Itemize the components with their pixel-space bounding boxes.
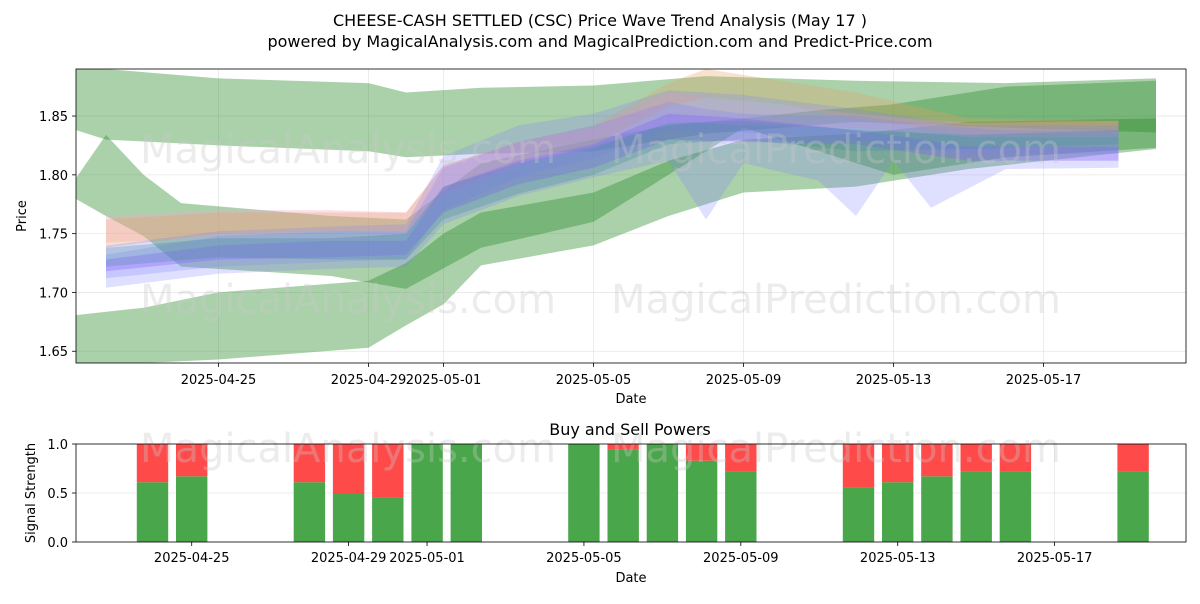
signal-x-tick-label: 2025-04-29 xyxy=(311,551,387,566)
signal-y-ticks: 0.0 0.5 1.0 xyxy=(47,438,76,551)
price-y-tick-label: 1.80 xyxy=(39,169,68,184)
buy-bar xyxy=(372,497,404,542)
buy-bar xyxy=(136,482,169,542)
price-x-tick-label: 2025-05-13 xyxy=(856,373,932,388)
watermark-right-lower: MagicalPrediction.com xyxy=(611,277,1061,323)
price-y-tick-label: 1.85 xyxy=(39,110,68,125)
signal-x-ticks: 2025-04-25 2025-04-29 2025-05-01 2025-05-05… xyxy=(154,542,1092,566)
signal-bars xyxy=(136,444,1149,542)
buy-bar xyxy=(411,444,443,542)
signal-y-tick-label: 0.5 xyxy=(47,487,68,502)
band-purple xyxy=(106,113,1119,272)
price-x-tick-label: 2025-04-29 xyxy=(331,373,407,388)
buy-bar xyxy=(1117,471,1149,542)
sell-bar xyxy=(607,444,639,450)
band-blue-2 xyxy=(106,90,1119,279)
sell-bar xyxy=(136,444,169,483)
sell-bar xyxy=(293,444,326,483)
band-orange xyxy=(106,69,1119,248)
signal-title: Buy and Sell Powers xyxy=(549,420,711,439)
price-x-tick-label: 2025-05-01 xyxy=(406,373,482,388)
band-pink xyxy=(106,92,1119,243)
sell-bar xyxy=(176,444,208,477)
signal-y-label: Signal Strength xyxy=(24,443,39,543)
buy-bar xyxy=(960,471,992,542)
price-y-label: Price xyxy=(15,200,30,232)
signal-x-tick-label: 2025-05-17 xyxy=(1017,551,1093,566)
sell-bar xyxy=(1117,444,1149,472)
signal-y-tick-label: 0.0 xyxy=(47,536,68,551)
price-grid xyxy=(76,69,1186,363)
sell-bar xyxy=(685,444,718,461)
buy-bar xyxy=(999,471,1032,542)
signal-x-tick-label: 2025-05-13 xyxy=(860,551,936,566)
watermark-left: MagicalAnalysis.com xyxy=(140,127,556,173)
price-x-tick-label: 2025-05-17 xyxy=(1006,373,1082,388)
buy-bar xyxy=(921,476,953,542)
sell-bar xyxy=(842,444,875,488)
sell-bar xyxy=(999,444,1032,472)
buy-bar xyxy=(685,460,718,542)
signal-watermark-left: MagicalAnalysis.com xyxy=(140,426,556,472)
price-panel: MagicalAnalysis.com MagicalPrediction.co… xyxy=(15,68,1187,407)
watermark-right: MagicalPrediction.com xyxy=(611,127,1061,173)
buy-bar xyxy=(882,482,914,542)
sell-bar xyxy=(725,444,757,472)
price-y-tick-label: 1.65 xyxy=(39,345,68,360)
buy-bar xyxy=(450,444,482,542)
band-green-wide-top xyxy=(76,69,1156,158)
signal-panel: Buy and Sell Powers MagicalAnalysis.com … xyxy=(24,420,1187,586)
signal-x-tick-label: 2025-05-09 xyxy=(703,551,779,566)
buy-bar xyxy=(176,476,208,542)
signal-watermark-right: MagicalPrediction.com xyxy=(611,426,1061,472)
buy-bar xyxy=(842,487,875,542)
signal-x-label: Date xyxy=(615,571,646,586)
price-frame xyxy=(75,68,1187,364)
signal-x-tick-label: 2025-05-05 xyxy=(546,551,622,566)
signal-y-tick-label: 1.0 xyxy=(47,438,68,453)
band-green-wide-bottom xyxy=(76,118,1156,363)
sell-bar xyxy=(960,444,992,472)
sell-bar xyxy=(372,444,404,498)
price-y-tick-label: 1.70 xyxy=(39,286,68,301)
band-blue-1 xyxy=(106,101,1119,288)
price-x-tick-label: 2025-04-25 xyxy=(181,373,257,388)
signal-x-tick-label: 2025-05-01 xyxy=(389,551,465,566)
price-bands xyxy=(76,69,1156,363)
chart-title-line1: CHEESE-CASH SETTLED (CSC) Price Wave Tre… xyxy=(333,11,867,30)
price-y-ticks: 1.65 1.70 1.75 1.80 1.85 xyxy=(39,110,76,360)
sell-bar xyxy=(882,444,914,483)
price-y-tick-label: 1.75 xyxy=(39,228,68,243)
price-x-ticks: 2025-04-25 2025-04-29 2025-05-01 2025-05-05… xyxy=(181,363,1082,388)
buy-bar xyxy=(607,449,639,542)
buy-bar xyxy=(568,444,600,542)
price-x-label: Date xyxy=(615,392,646,407)
buy-bar xyxy=(332,493,365,542)
signal-x-tick-label: 2025-04-25 xyxy=(154,551,230,566)
band-green-wave xyxy=(76,80,1156,289)
price-x-tick-label: 2025-05-09 xyxy=(706,373,782,388)
buy-bar xyxy=(646,444,679,542)
chart-title-line2: powered by MagicalAnalysis.com and Magic… xyxy=(267,32,932,51)
price-x-tick-label: 2025-05-05 xyxy=(556,373,632,388)
sell-bar xyxy=(921,444,953,477)
watermark-left-lower: MagicalAnalysis.com xyxy=(140,277,556,323)
band-teal xyxy=(106,120,1119,267)
buy-bar xyxy=(725,471,757,542)
buy-bar xyxy=(293,482,326,542)
sell-bar xyxy=(332,444,365,493)
